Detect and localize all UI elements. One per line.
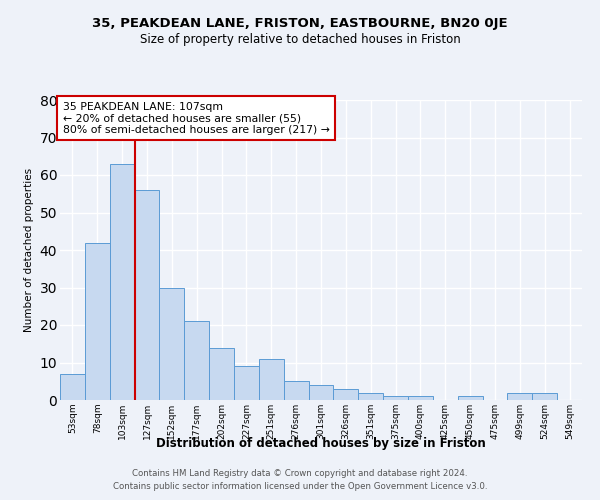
Bar — [458, 396, 482, 400]
Y-axis label: Number of detached properties: Number of detached properties — [24, 168, 34, 332]
Bar — [334, 389, 358, 400]
Bar — [358, 392, 383, 400]
Bar — [209, 348, 234, 400]
Text: Distribution of detached houses by size in Friston: Distribution of detached houses by size … — [156, 438, 486, 450]
Bar — [60, 374, 85, 400]
Text: 35, PEAKDEAN LANE, FRISTON, EASTBOURNE, BN20 0JE: 35, PEAKDEAN LANE, FRISTON, EASTBOURNE, … — [92, 18, 508, 30]
Bar — [110, 164, 134, 400]
Bar — [532, 392, 557, 400]
Bar — [508, 392, 532, 400]
Bar — [284, 381, 308, 400]
Bar — [184, 322, 209, 400]
Bar — [134, 190, 160, 400]
Bar — [234, 366, 259, 400]
Bar — [383, 396, 408, 400]
Text: Size of property relative to detached houses in Friston: Size of property relative to detached ho… — [140, 32, 460, 46]
Text: Contains HM Land Registry data © Crown copyright and database right 2024.
Contai: Contains HM Land Registry data © Crown c… — [113, 470, 487, 491]
Text: 35 PEAKDEAN LANE: 107sqm
← 20% of detached houses are smaller (55)
80% of semi-d: 35 PEAKDEAN LANE: 107sqm ← 20% of detach… — [62, 102, 329, 134]
Bar — [308, 385, 334, 400]
Bar — [85, 242, 110, 400]
Bar — [408, 396, 433, 400]
Bar — [259, 359, 284, 400]
Bar — [160, 288, 184, 400]
